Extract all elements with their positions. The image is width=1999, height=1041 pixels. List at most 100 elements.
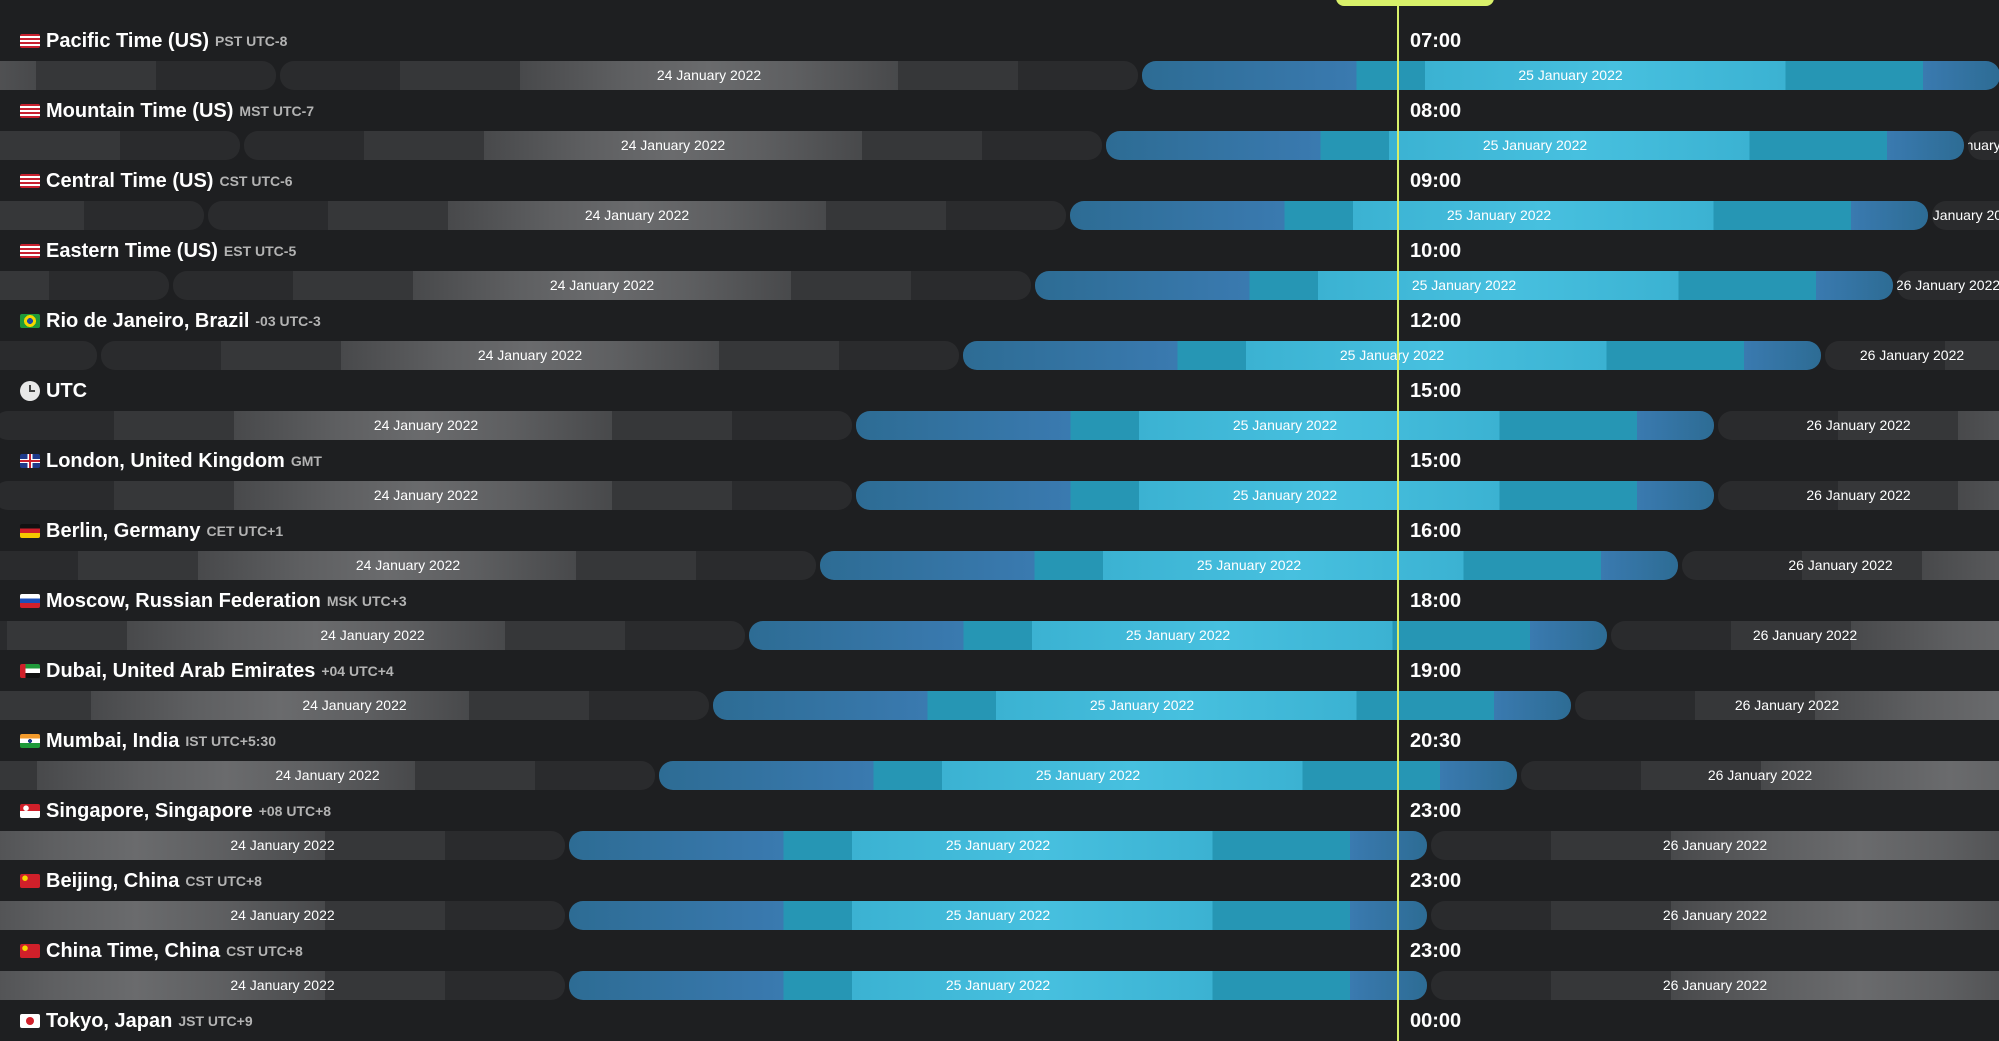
day-segment-next[interactable]: 26 January 2022 — [1611, 621, 1999, 650]
day-segment-next[interactable]: 26 January 2022 — [1968, 131, 1999, 160]
day-track[interactable]: 24 January 2022 25 January 2022 26 January… — [0, 971, 1999, 1000]
day-segment-previous[interactable]: 24 January 2022 — [0, 831, 565, 860]
current-time-handle[interactable] — [1336, 0, 1494, 6]
timezone-name: Mumbai, India — [46, 729, 180, 752]
day-segment-current[interactable]: 25 January 2022 — [1142, 61, 1999, 90]
day-label: 25 January 2022 — [1411, 277, 1517, 293]
day-segment-current[interactable]: 25 January 2022 — [963, 341, 1821, 370]
day-segment-earlier[interactable] — [0, 131, 240, 160]
day-segment-next[interactable]: 26 January 2022 — [1718, 481, 1999, 510]
day-segment-earlier[interactable] — [0, 341, 97, 370]
day-label: 26 January 2022 — [1662, 837, 1768, 853]
day-track[interactable]: 24 January 2022 25 January 2022 26 January… — [0, 201, 1999, 230]
day-segment-next[interactable]: 26 January 2022 — [1431, 901, 1999, 930]
day-segment-next[interactable]: 26 January 2022 — [1521, 761, 1999, 790]
day-track[interactable]: 24 January 2022 25 January 2022 26 January… — [0, 761, 1999, 790]
day-track[interactable]: 24 January 2022 25 January 2022 26 January… — [0, 131, 1999, 160]
timezone-row[interactable]: Dubai, United Arab Emirates +04 UTC+4 19:0… — [0, 652, 1999, 722]
day-label: 24 January 2022 — [477, 347, 583, 363]
day-segment-previous[interactable]: 24 January 2022 — [0, 901, 565, 930]
timezone-row[interactable]: China Time, China CST UTC+8 23:00 24 Januar… — [0, 932, 1999, 1002]
timezone-row[interactable]: Mumbai, India IST UTC+5:30 20:30 24 January… — [0, 722, 1999, 792]
day-track[interactable]: 24 January 2022 25 January 2022 26 January… — [0, 411, 1999, 440]
day-segment-previous[interactable]: 24 January 2022 — [0, 971, 565, 1000]
timezone-row[interactable]: Eastern Time (US) EST UTC-5 10:00 24 Januar… — [0, 232, 1999, 302]
day-segment-previous[interactable]: 24 January 2022 — [208, 201, 1066, 230]
day-label: 24 January 2022 — [373, 487, 479, 503]
day-track[interactable]: 24 January 2022 25 January 2022 26 January… — [0, 691, 1999, 720]
timezone-row[interactable]: Berlin, Germany CET UTC+1 16:00 24 January … — [0, 512, 1999, 582]
day-track[interactable]: 24 January 2022 25 January 2022 — [0, 61, 1999, 90]
day-segment-previous[interactable]: 24 January 2022 — [0, 691, 709, 720]
timezone-abbreviation: +08 UTC+8 — [258, 803, 332, 819]
day-segment-previous[interactable]: 24 January 2022 — [0, 621, 745, 650]
day-segment-current[interactable]: 25 January 2022 — [1106, 131, 1964, 160]
day-label: 26 January 2022 — [1662, 907, 1768, 923]
timezone-header: Moscow, Russian Federation MSK UTC+3 — [20, 584, 407, 618]
day-track[interactable]: 24 January 2022 25 January 2022 26 January… — [0, 341, 1999, 370]
timezone-row[interactable]: Central Time (US) CST UTC-6 09:00 24 Januar… — [0, 162, 1999, 232]
day-track[interactable]: 24 January 2022 25 January 2022 26 January… — [0, 551, 1999, 580]
timezone-header: Rio de Janeiro, Brazil -03 UTC-3 — [20, 304, 321, 338]
day-segment-next[interactable]: 26 January 2022 — [1431, 971, 1999, 1000]
timezone-row[interactable]: Mountain Time (US) MST UTC-7 08:00 24 Janua… — [0, 92, 1999, 162]
day-segment-previous[interactable]: 24 January 2022 — [173, 271, 1031, 300]
day-segment-next[interactable]: 26 January 2022 — [1932, 201, 1999, 230]
day-segment-current[interactable]: 25 January 2022 — [856, 411, 1714, 440]
day-segment-next[interactable]: 26 January 2022 — [1718, 411, 1999, 440]
day-segment-previous[interactable]: 24 January 2022 — [280, 61, 1138, 90]
day-label: 25 January 2022 — [1446, 207, 1552, 223]
timezone-row[interactable]: Singapore, Singapore +08 UTC+8 23:00 24 Jan… — [0, 792, 1999, 862]
day-track[interactable]: 24 January 2022 25 January 2022 26 January… — [0, 481, 1999, 510]
day-segment-current[interactable]: 25 January 2022 — [1070, 201, 1928, 230]
day-label: 25 January 2022 — [945, 837, 1051, 853]
current-time-indicator[interactable] — [1397, 0, 1399, 1041]
timezone-row[interactable]: Beijing, China CST UTC+8 23:00 24 January 2… — [0, 862, 1999, 932]
timezone-abbreviation: MST UTC-7 — [239, 103, 315, 119]
day-segment-current[interactable]: 25 January 2022 — [569, 971, 1427, 1000]
day-track[interactable]: 24 January 2022 25 January 2022 26 January… — [0, 271, 1999, 300]
local-time: 09:00 — [1410, 170, 1462, 192]
day-segment-earlier[interactable] — [0, 271, 169, 300]
day-label: 26 January 2022 — [1752, 627, 1858, 643]
day-segment-current[interactable]: 25 January 2022 — [749, 621, 1607, 650]
day-label: 24 January 2022 — [620, 137, 726, 153]
timezone-row[interactable]: UTC 15:00 24 January 2022 25 January 2022 26… — [0, 372, 1999, 442]
day-label: 25 January 2022 — [1232, 487, 1338, 503]
day-segment-previous[interactable]: 24 January 2022 — [0, 761, 655, 790]
day-segment-current[interactable]: 25 January 2022 — [713, 691, 1571, 720]
day-segment-current[interactable]: 25 January 2022 — [856, 481, 1714, 510]
day-segment-next[interactable]: 26 January 2022 — [1682, 551, 1999, 580]
flag-de-icon — [20, 524, 40, 538]
timezone-row[interactable]: London, United Kingdom GMT 15:00 24 January… — [0, 442, 1999, 512]
day-segment-earlier[interactable] — [0, 201, 204, 230]
timezone-header: Dubai, United Arab Emirates +04 UTC+4 — [20, 654, 394, 688]
timezone-row[interactable]: Moscow, Russian Federation MSK UTC+3 18:00… — [0, 582, 1999, 652]
day-segment-current[interactable]: 25 January 2022 — [820, 551, 1678, 580]
timezone-row[interactable]: Rio de Janeiro, Brazil -03 UTC-3 12:00 24 J… — [0, 302, 1999, 372]
day-segment-previous[interactable]: 24 January 2022 — [0, 411, 852, 440]
day-segment-earlier[interactable] — [0, 61, 276, 90]
day-track[interactable]: 24 January 2022 25 January 2022 26 January… — [0, 901, 1999, 930]
day-segment-current[interactable]: 25 January 2022 — [1035, 271, 1893, 300]
day-segment-next[interactable]: 26 January 2022 — [1431, 831, 1999, 860]
timezone-abbreviation: JST UTC+9 — [178, 1013, 253, 1029]
day-segment-next[interactable]: 26 January 2022 — [1897, 271, 1999, 300]
timezone-abbreviation: PST UTC-8 — [215, 33, 288, 49]
day-segment-previous[interactable]: 24 January 2022 — [244, 131, 1102, 160]
day-segment-next[interactable]: 26 January 2022 — [1575, 691, 1999, 720]
day-segment-previous[interactable]: 24 January 2022 — [101, 341, 959, 370]
day-segment-previous[interactable]: 24 January 2022 — [0, 551, 816, 580]
day-segment-current[interactable]: 25 January 2022 — [569, 901, 1427, 930]
day-track[interactable]: 24 January 2022 25 January 2022 26 January… — [0, 621, 1999, 650]
day-segment-previous[interactable]: 24 January 2022 — [0, 481, 852, 510]
timezone-row[interactable]: Pacific Time (US) PST UTC-8 07:00 24 Januar… — [0, 22, 1999, 92]
timezone-name: Eastern Time (US) — [46, 239, 218, 262]
flag-cn-icon — [20, 944, 40, 958]
day-segment-next[interactable]: 26 January 2022 — [1825, 341, 1999, 370]
day-segment-current[interactable]: 25 January 2022 — [659, 761, 1517, 790]
day-segment-current[interactable]: 25 January 2022 — [569, 831, 1427, 860]
day-track[interactable]: 24 January 2022 25 January 2022 26 January… — [0, 831, 1999, 860]
